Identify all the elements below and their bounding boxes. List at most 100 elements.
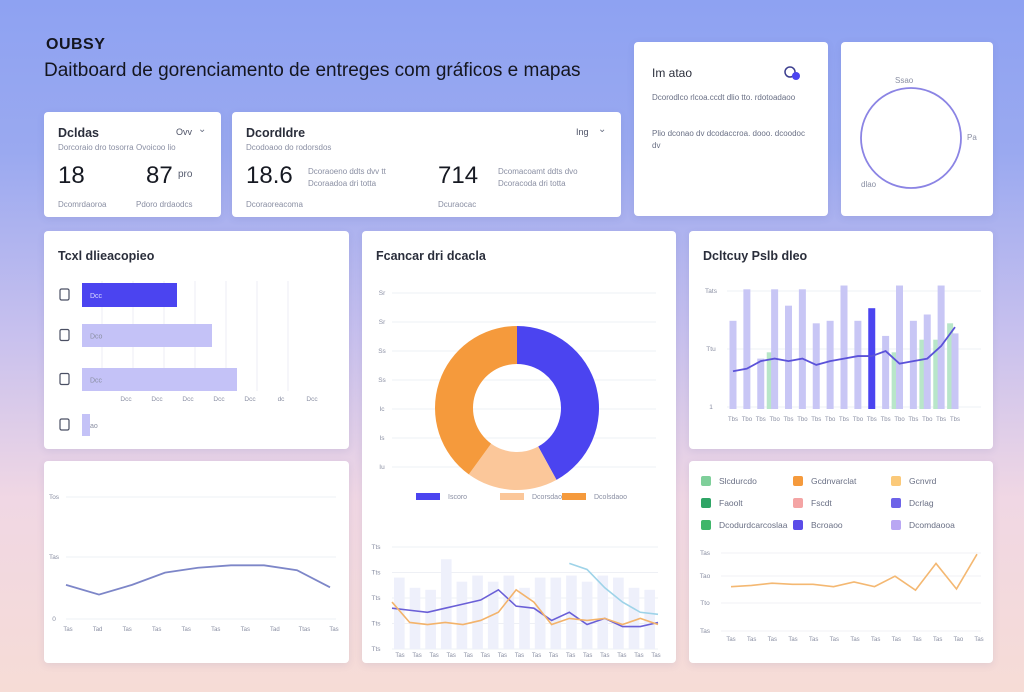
legend-line-card: Slcdurcdo Gcdnvarclat Gcnvrd Faoolt Fscdt Dcr… [689,461,993,663]
box-icon [59,372,70,386]
square-icon [793,498,803,508]
x-tick-label: Tas [329,627,338,633]
x-tick-label: Tas [726,637,735,643]
check-icon [891,520,901,530]
x-tick-label: Tas [447,653,456,659]
square-icon [793,520,803,530]
x-tick-label: Dcc [213,396,225,403]
bar [923,314,931,409]
ring-card: Ssao Pa dlao [841,42,993,216]
legend-item: Dcodurdcarcoslaa [701,520,788,530]
y-tick-label: Tas [700,628,711,635]
x-tick-label: Tas [429,653,438,659]
kpi-value-primary: 18 [58,162,85,189]
bar [472,575,483,649]
donut-title: Fcancar dri dcacla [376,249,486,263]
hbar-card: Tcxl dlieacopieo Dcc Dco Dcc ao Dcc Dcc Dcc Dcc… [44,231,349,449]
x-tick-label: Tbo [922,417,933,423]
legend-item: Gcnvrd [891,476,936,486]
check-icon [701,476,711,486]
legend-item: Dcrlag [891,498,934,508]
line-chart-left: Tos Tas 0 Tas Tad Tas Tas Tas Tas Tas Tad Ttas Tas [49,494,339,633]
square-icon [891,498,901,508]
donut-card: Fcancar dri dcacla Sr Sr Ss Ss Ic Is Iu Iscoro D… [362,231,676,663]
series-line-2 [569,562,659,616]
check-icon [701,498,711,508]
kpi-dropdown-label[interactable]: Ing [576,127,589,137]
donut-slice-0 [517,326,599,480]
hbar-title: Tcxl dlieacopieo [58,249,155,263]
x-tick-label: Tbs [881,417,891,423]
y-tick-label: Tats [705,288,718,295]
x-tick-label: Tas [600,653,609,659]
kpi-dropdown-label[interactable]: Ovv [176,127,193,137]
kpi-footer-right: Pdoro drdaodcs [136,200,193,209]
hbar-chart: Dcc Dco Dcc ao Dcc Dcc Dcc Dcc Dcc dc Dcc [59,281,318,436]
combo-title: Dcltcuy Pslb dleo [703,249,808,263]
tag-icon [59,418,70,431]
y-tick-label: Tto [700,600,710,607]
kpi-subtitle: Dorcoraio dro tosorra [58,143,134,152]
chevron-down-icon[interactable]: ⌄ [198,124,207,135]
x-tick-label: Tas [152,627,161,633]
series-line-0 [391,588,659,628]
trend-line [730,553,978,592]
toggle-icon[interactable] [634,42,828,216]
legend-label: Dcrlag [909,498,934,508]
x-tick-label: dc [278,396,286,403]
bar [743,289,751,409]
x-tick-label: Tbs [936,417,946,423]
x-tick-label: Tas [182,627,191,633]
kpi-footer-right: Dcuraocac [438,200,477,209]
donut-slice-1 [468,443,557,490]
x-tick-label: Tbs [728,417,738,423]
x-tick-label: Dcc [306,396,318,403]
icon-shape [59,372,70,386]
x-tick-label: Tbs [811,417,821,423]
legend-label: Faoolt [719,498,743,508]
legend-swatch [562,493,586,500]
square-icon [793,476,803,486]
x-tick-label: Tas [395,653,404,659]
bar [854,320,862,409]
bar-secondary [766,352,773,409]
y-tick-label: 1 [709,404,713,411]
bar [644,589,655,649]
x-tick-label: Tbs [839,417,849,423]
line-card-left: Tos Tas 0 Tas Tad Tas Tas Tas Tas Tas Tad Ttas Tas [44,461,349,663]
bar-secondary [919,339,926,409]
bar-secondary [891,352,898,409]
donut-slice-2 [435,326,517,475]
bar-label: Dcc [90,378,103,385]
y-tick-label: Tts [371,595,381,602]
line-chart-right: Tas Tao Tto Tas Tas Tas Tas Tas Tas Tas Tas Tas Tas T… [700,550,984,643]
mixed-chart: Tts Tts Tts Tts Tts Tas Tas Tas Tas Tas Tas Tas Tas T… [371,544,660,659]
x-tick-label: Tas [532,653,541,659]
x-tick-label: Dcc [244,396,256,403]
bar [757,358,765,409]
x-tick-label: Tas [830,637,839,643]
legend-label: Iscoro [448,494,467,501]
bar-secondary [947,323,954,409]
legend-label: Gcdnvarclat [811,476,857,486]
y-tick-label: 0 [52,616,56,623]
kpi-note: Dcoraadoa dri totta [308,179,377,188]
kpi-note: Dcoracoda dri totta [498,179,566,188]
chevron-down-icon[interactable]: ⌄ [598,124,607,135]
bar-label: ao [90,423,98,430]
bar-3 [82,414,90,436]
ring-label-bottom: dlao [861,180,877,189]
bag-icon [59,288,70,301]
bar [566,575,577,649]
x-tick-label: Tas [912,637,921,643]
x-tick-label: Ttas [299,627,311,633]
x-tick-label: Tas [549,653,558,659]
x-tick-label: Tas [211,627,220,633]
bottle-icon [59,328,70,342]
x-tick-label: Tas [498,653,507,659]
y-tick-label: Tao [700,573,711,580]
trend-line [732,326,956,373]
legend-item: Faoolt [701,498,743,508]
ring-label-top: Ssao [895,76,914,85]
